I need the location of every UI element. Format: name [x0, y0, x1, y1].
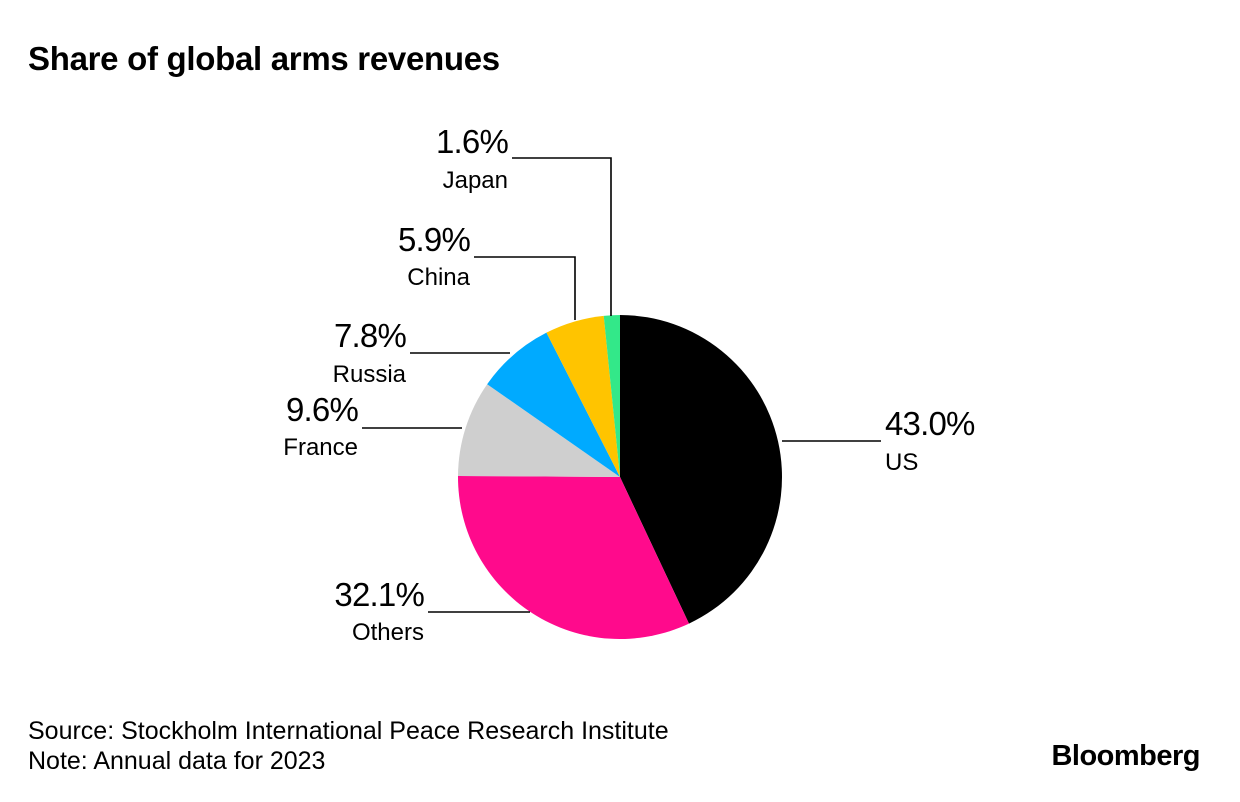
pie-slice-others [457, 475, 689, 640]
pie-slice-china [546, 315, 620, 477]
category-label-france: France [283, 434, 358, 461]
data-label-france: 9.6% [286, 391, 358, 428]
slice-labels: 43.0% US 32.1% Others 9.6% France 7.8% Russia 5.… [283, 123, 976, 646]
source-note: Source: Stockholm International Peace Re… [28, 717, 669, 745]
chart-footer: Source: Stockholm International Peace Re… [28, 716, 669, 776]
pie-slices [457, 315, 782, 640]
category-label-china: China [407, 264, 470, 291]
bloomberg-logo: Bloomberg [1051, 740, 1200, 772]
leader-line-china [474, 256, 576, 320]
pie-slice-us [620, 315, 782, 624]
category-label-japan: Japan [443, 167, 508, 194]
data-label-us: 43.0% [885, 405, 975, 442]
category-label-us: US [885, 449, 918, 476]
data-note: Note: Annual data for 2023 [28, 747, 326, 775]
chart-title: Share of global arms revenues [28, 40, 500, 77]
category-label-russia: Russia [333, 361, 407, 388]
leader-lines [362, 157, 881, 613]
leader-line-japan [512, 157, 612, 316]
data-label-others: 32.1% [334, 576, 424, 613]
pie-slice-france [458, 384, 620, 477]
category-label-others: Others [352, 619, 424, 646]
data-label-russia: 7.8% [334, 317, 406, 354]
data-label-japan: 1.6% [436, 123, 508, 160]
pie-slice-japan [603, 315, 620, 477]
data-label-china: 5.9% [398, 221, 470, 258]
pie-slice-russia [487, 332, 620, 477]
